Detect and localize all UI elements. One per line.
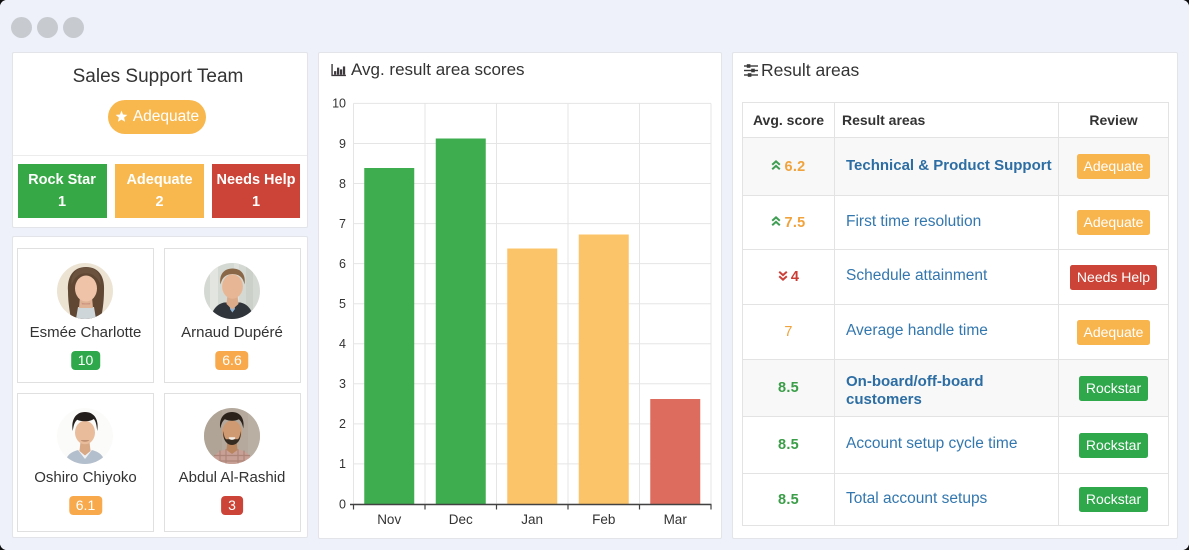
svg-text:7: 7 <box>339 217 346 231</box>
svg-text:0: 0 <box>339 497 346 511</box>
svg-text:Mar: Mar <box>664 512 688 527</box>
svg-text:5: 5 <box>339 297 346 311</box>
svg-text:4: 4 <box>339 337 346 351</box>
svg-text:3: 3 <box>339 377 346 391</box>
svg-text:9: 9 <box>339 137 346 151</box>
svg-text:Nov: Nov <box>377 512 401 527</box>
svg-text:8: 8 <box>339 177 346 191</box>
svg-text:10: 10 <box>332 97 346 111</box>
svg-text:Dec: Dec <box>449 512 473 527</box>
svg-text:6: 6 <box>339 257 346 271</box>
svg-text:Feb: Feb <box>592 512 615 527</box>
svg-text:Jan: Jan <box>521 512 543 527</box>
svg-text:1: 1 <box>339 457 346 471</box>
svg-text:2: 2 <box>339 417 346 431</box>
